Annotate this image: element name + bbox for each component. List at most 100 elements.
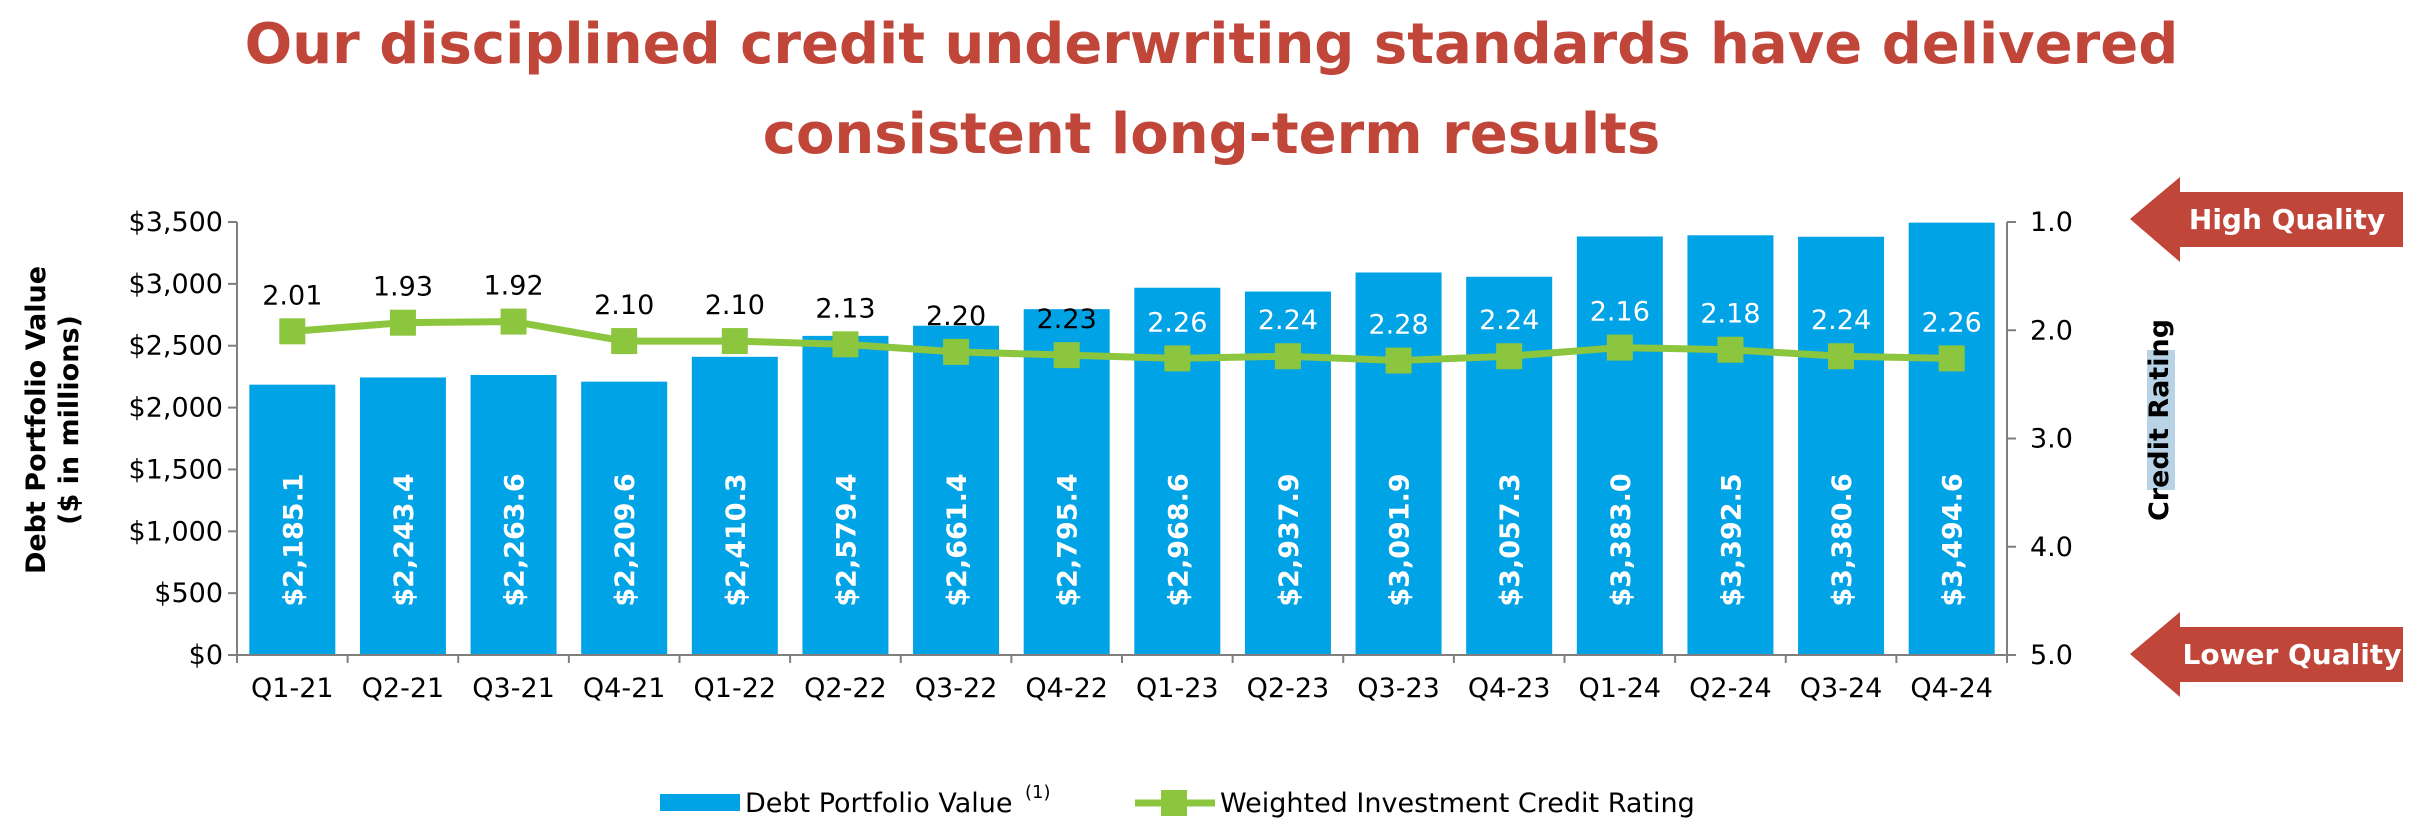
y-axis-left-tick-label: $2,500 <box>129 331 223 362</box>
rating-marker <box>1717 336 1744 363</box>
bar <box>1355 272 1442 655</box>
bar <box>1576 236 1663 655</box>
y-axis-right-tick-label: 4.0 <box>2030 532 2073 563</box>
rating-marker <box>1828 343 1855 370</box>
x-axis: Q1-21 Q2-21 Q3-21 Q4-21 Q1-22 Q2-22 Q3-22 Q4-22… <box>236 654 2008 704</box>
bar-value-label: $2,968.6 <box>1163 473 1194 606</box>
legend-label-superscript: (1) <box>1025 782 1051 803</box>
bar-value-label: $3,380.6 <box>1827 473 1858 606</box>
x-axis-tick-label: Q1-22 <box>694 673 777 704</box>
rating-value-label: 2.24 <box>1811 305 1871 336</box>
y-axis-left-tick-label: $3,500 <box>129 207 223 238</box>
rating-value-label: 2.23 <box>1037 304 1097 335</box>
lower-quality-arrow-shape <box>2130 612 2403 697</box>
bar-value-label: $2,579.4 <box>831 473 862 606</box>
rating-value-label: 1.92 <box>484 271 544 302</box>
bar <box>359 377 446 655</box>
x-axis-tick-label: Q3-23 <box>1357 673 1440 704</box>
rating-value-label: 2.20 <box>926 301 986 332</box>
bar-value-label: $2,937.9 <box>1274 473 1305 606</box>
rating-marker <box>611 328 638 355</box>
bar-value-label: $3,057.3 <box>1495 473 1526 606</box>
x-axis-tick-label: Q4-24 <box>1910 673 1993 704</box>
rating-marker <box>1274 343 1301 370</box>
rating-line-series: 2.01 1.93 1.92 2.10 2.10 2.13 2.20 2.23 2.26 2.24… <box>262 271 1982 374</box>
y-axis-left-tick-label: $0 <box>189 640 223 671</box>
rating-marker <box>1385 347 1412 374</box>
rating-value-label: 2.24 <box>1258 305 1318 336</box>
y-axis-right-tick-label: 1.0 <box>2030 207 2073 238</box>
bar <box>802 335 889 655</box>
legend-swatch-marker <box>1161 790 1187 816</box>
rating-value-label: 2.16 <box>1590 297 1650 328</box>
y2-axis-title-text: Credit Rating <box>2144 319 2175 521</box>
y-axis-right-tick-label: 5.0 <box>2030 640 2073 671</box>
rating-marker <box>1606 334 1633 361</box>
x-axis-tick-label: Q4-23 <box>1468 673 1551 704</box>
rating-marker <box>1053 342 1080 369</box>
legend-label-credit-rating: Weighted Investment Credit Rating <box>1220 788 1695 819</box>
bar <box>470 374 557 655</box>
high-quality-label: High Quality <box>2189 203 2385 236</box>
bar-value-label: $3,091.9 <box>1385 473 1416 606</box>
rating-value-label: 2.28 <box>1369 310 1429 341</box>
y-axis-right: 1.0 2.0 3.0 4.0 5.0 <box>2006 207 2073 671</box>
rating-marker <box>832 331 859 358</box>
rating-marker <box>721 328 748 355</box>
x-axis-tick-label: Q1-24 <box>1579 673 1662 704</box>
x-axis-tick-label: Q4-22 <box>1025 673 1108 704</box>
bar-value-label: $3,383.0 <box>1606 473 1637 606</box>
high-quality-arrow: High Quality <box>2130 177 2403 262</box>
bar <box>581 381 668 655</box>
x-axis-tick-label: Q3-21 <box>472 673 555 704</box>
bar-value-label: $2,263.6 <box>500 473 531 606</box>
rating-value-label: 1.93 <box>373 272 433 303</box>
rating-marker <box>389 309 416 336</box>
x-axis-tick-label: Q3-24 <box>1800 673 1883 704</box>
chart-title: Our disciplined credit underwriting stan… <box>0 0 2423 180</box>
x-axis-tick-label: Q2-22 <box>804 673 887 704</box>
y-axis-left-tick-label: $1,500 <box>129 454 223 485</box>
y-axis-title: Debt Portfolio Value ($ in millions) <box>21 266 85 574</box>
x-axis-tick-label: Q1-23 <box>1136 673 1219 704</box>
rating-marker <box>279 318 306 345</box>
chart-title-line-1: Our disciplined credit underwriting stan… <box>244 12 2179 77</box>
bar-value-label: $3,494.6 <box>1938 473 1969 606</box>
y-axis-left: $0 $500 $1,000 $1,500 $2,000 $2,500 $3,000 $3,5… <box>129 207 238 671</box>
rating-marker <box>1164 345 1191 372</box>
y-axis-right-tick-label: 3.0 <box>2030 424 2073 455</box>
bar <box>1798 236 1885 655</box>
y-axis-right-tick-label: 2.0 <box>2030 315 2073 346</box>
legend-label-debt-portfolio: Debt Portfolio Value <box>745 788 1013 819</box>
y-axis-title-line-1: Debt Portfolio Value <box>21 266 52 574</box>
x-axis-tick-label: Q4-21 <box>583 673 666 704</box>
bar <box>249 384 336 655</box>
rating-value-label: 2.18 <box>1700 299 1760 330</box>
x-axis-tick-label: Q3-22 <box>915 673 998 704</box>
y2-axis-title-highlight <box>2147 350 2175 490</box>
x-axis-tick-label: Q2-24 <box>1689 673 1772 704</box>
rating-value-label: 2.01 <box>262 280 322 311</box>
legend-swatch-bar <box>660 794 740 811</box>
x-axis-tick-label: Q2-21 <box>362 673 445 704</box>
bar-value-label: $2,209.6 <box>610 473 641 606</box>
high-quality-arrow-shape <box>2130 177 2403 262</box>
y-axis-left-tick-label: $500 <box>154 578 223 609</box>
y-axis-title-line-2: ($ in millions) <box>54 315 85 525</box>
bar-value-label: $3,392.5 <box>1716 473 1747 606</box>
rating-value-label: 2.10 <box>594 290 654 321</box>
bar <box>1908 222 1995 655</box>
rating-marker <box>1938 345 1965 372</box>
y-axis-left-tick-label: $3,000 <box>129 269 223 300</box>
bar-value-label: $2,661.4 <box>942 473 973 606</box>
legend: Debt Portfolio Value (1) Weighted Invest… <box>660 782 1695 819</box>
x-axis-tick-label: Q1-21 <box>251 673 334 704</box>
bar-value-label: $2,243.4 <box>389 473 420 606</box>
chart-title-line-2: consistent long-term results <box>762 102 1661 167</box>
rating-marker <box>1496 343 1523 370</box>
rating-value-label: 2.26 <box>1922 307 1982 338</box>
lower-quality-label: Lower Quality <box>2183 638 2402 671</box>
y-axis-left-tick-label: $2,000 <box>129 393 223 424</box>
rating-value-label: 2.26 <box>1147 307 1207 338</box>
